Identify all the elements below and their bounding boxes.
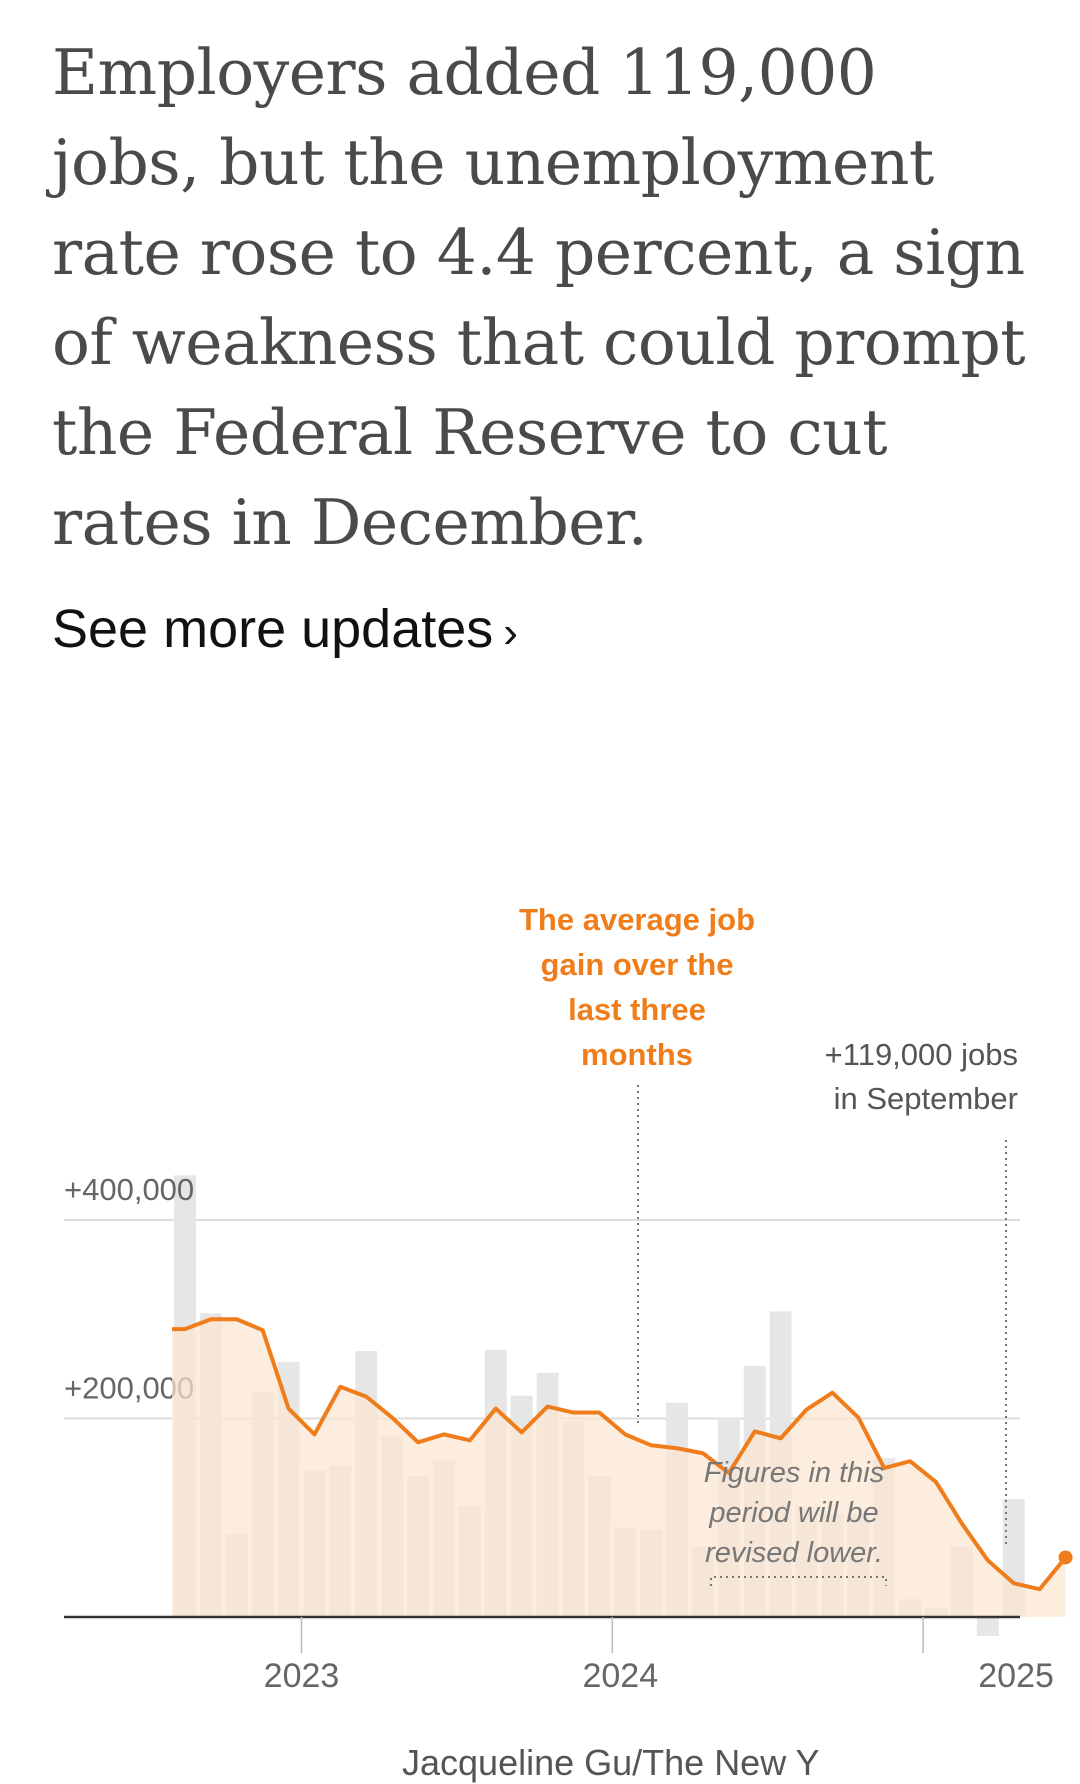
latest-annotation-line: in September — [834, 1081, 1018, 1116]
revision-bracket — [710, 1576, 887, 1586]
x-tick-label: 2024 — [582, 1657, 658, 1695]
latest-point — [1058, 1550, 1073, 1565]
x-tick-label: 2023 — [264, 1657, 340, 1695]
x-tick-label: 2025 — [978, 1657, 1054, 1695]
average-annotation-line: months — [581, 1037, 693, 1072]
average-annotation-line: last three — [568, 992, 706, 1027]
revision-annotation-line: Figures in this — [704, 1457, 885, 1489]
monthly-bar — [976, 1617, 999, 1636]
average-annotation-line: gain over the — [541, 947, 734, 982]
revision-annotation-line: revised lower. — [705, 1537, 883, 1569]
average-annotation-line: The average job — [519, 902, 755, 937]
latest-annotation-line: +119,000 jobs — [825, 1037, 1018, 1072]
chevron-right-icon: › — [503, 608, 518, 657]
image-credit: Jacqueline Gu/The New Y — [402, 1742, 820, 1783]
y-tick-label: +400,000 — [64, 1172, 194, 1207]
see-more-updates-link[interactable]: See more updates › — [52, 598, 518, 660]
see-more-updates-label: See more updates — [52, 599, 494, 659]
headline: Employers added 119,000 jobs, but the un… — [52, 36, 1026, 559]
average-area — [172, 1319, 1066, 1617]
revision-annotation-line: period will be — [708, 1497, 878, 1529]
average-line — [172, 1317, 1068, 1592]
